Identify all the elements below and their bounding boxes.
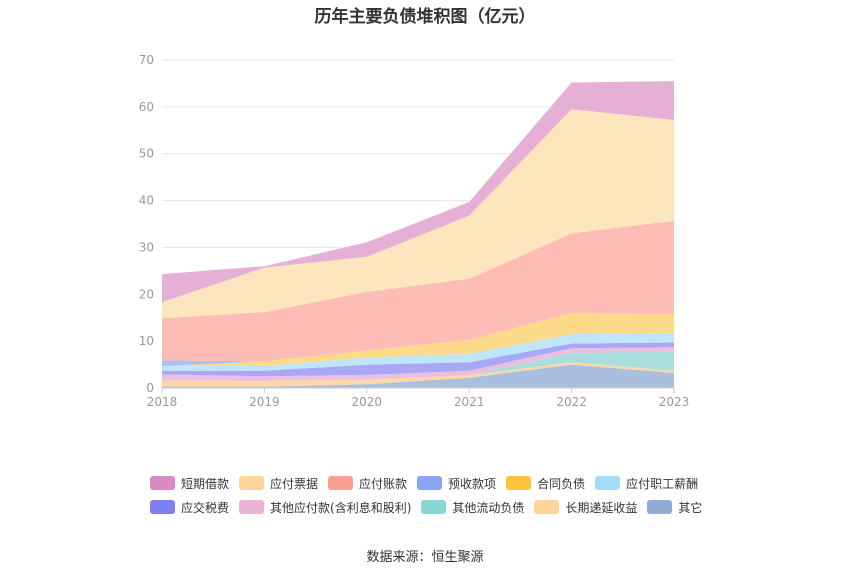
legend-swatch [328, 476, 354, 490]
legend-item-accounts-payable[interactable]: 应付账款 [328, 475, 407, 492]
legend-label: 长期递延收益 [565, 500, 638, 515]
legend-label: 预收款项 [448, 476, 497, 491]
legend-row-2: 应交税费 其他应付款(含利息和股利) 其他流动负债 长期递延收益 其它 [150, 495, 750, 519]
legend-item-advance-receipts[interactable]: 预收款项 [417, 475, 496, 492]
legend-item-others[interactable]: 其它 [647, 499, 702, 516]
legend-swatch [417, 476, 443, 490]
legend-row-1: 短期借款 应付票据 应付账款 预收款项 合同负债 应付职工薪酬 [150, 471, 750, 495]
legend-swatch [239, 476, 265, 490]
x-tick-label: 2021 [454, 395, 485, 409]
area-series [162, 362, 674, 387]
legend-swatch [595, 476, 621, 490]
legend-label: 短期借款 [181, 476, 230, 491]
x-tick-label: 2020 [352, 395, 383, 409]
y-tick-label: 60 [139, 100, 154, 114]
area-series [162, 342, 674, 377]
legend-label: 应付账款 [359, 476, 408, 491]
x-tick-label: 2019 [249, 395, 280, 409]
area-series [162, 351, 674, 381]
data-source: 数据来源：恒生聚源 [366, 550, 484, 565]
legend-swatch [150, 476, 175, 490]
legend-item-taxes-payable[interactable]: 应交税费 [150, 499, 229, 516]
area-series [162, 220, 674, 362]
area-series [162, 364, 674, 388]
y-tick-label: 0 [146, 381, 154, 395]
legend-item-deferred-income[interactable]: 长期递延收益 [534, 499, 637, 516]
legend-swatch [421, 500, 447, 514]
y-tick-label: 30 [139, 240, 154, 254]
y-tick-label: 50 [139, 147, 154, 161]
legend: 短期借款 应付票据 应付账款 预收款项 合同负债 应付职工薪酬 应交税费 [150, 471, 750, 519]
legend-swatch [534, 500, 560, 514]
stacked-area-chart: 0 10 20 30 40 50 60 70 2018 2019 2020 2021 2022 2023 [139, 53, 690, 409]
y-tick-label: 40 [139, 194, 154, 208]
x-tick-label: 2023 [659, 395, 690, 409]
area-series [162, 333, 674, 371]
legend-swatch [506, 476, 532, 490]
legend-swatch [150, 500, 175, 514]
legend-item-contract-liabilities[interactable]: 合同负债 [506, 475, 585, 492]
x-tick-label: 2022 [556, 395, 587, 409]
legend-item-other-current-liabilities[interactable]: 其他流动负债 [421, 499, 524, 516]
chart-title: 历年主要负债堆积图（亿元） [314, 7, 536, 27]
legend-item-other-payables[interactable]: 其他应付款(含利息和股利) [239, 499, 411, 516]
legend-label: 其它 [678, 500, 703, 515]
legend-item-notes-payable[interactable]: 应付票据 [239, 475, 318, 492]
legend-item-payroll-payable[interactable]: 应付职工薪酬 [595, 475, 698, 492]
area-series [162, 347, 674, 381]
legend-label: 其他流动负债 [452, 500, 525, 515]
x-tick-label: 2018 [147, 395, 178, 409]
legend-label: 其他应付款(含利息和股利) [270, 500, 412, 515]
y-tick-label: 10 [139, 334, 154, 348]
legend-swatch [239, 500, 265, 514]
legend-label: 合同负债 [537, 476, 586, 491]
y-tick-label: 70 [139, 53, 154, 67]
legend-label: 应付票据 [270, 476, 319, 491]
y-tick-label: 20 [139, 287, 154, 301]
area-series [162, 109, 674, 319]
legend-swatch [647, 500, 673, 514]
legend-label: 应付职工薪酬 [626, 476, 699, 491]
area-series [162, 313, 674, 366]
legend-item-short-term-loans[interactable]: 短期借款 [150, 475, 229, 492]
area-series [162, 81, 674, 303]
legend-label: 应交税费 [181, 500, 230, 515]
